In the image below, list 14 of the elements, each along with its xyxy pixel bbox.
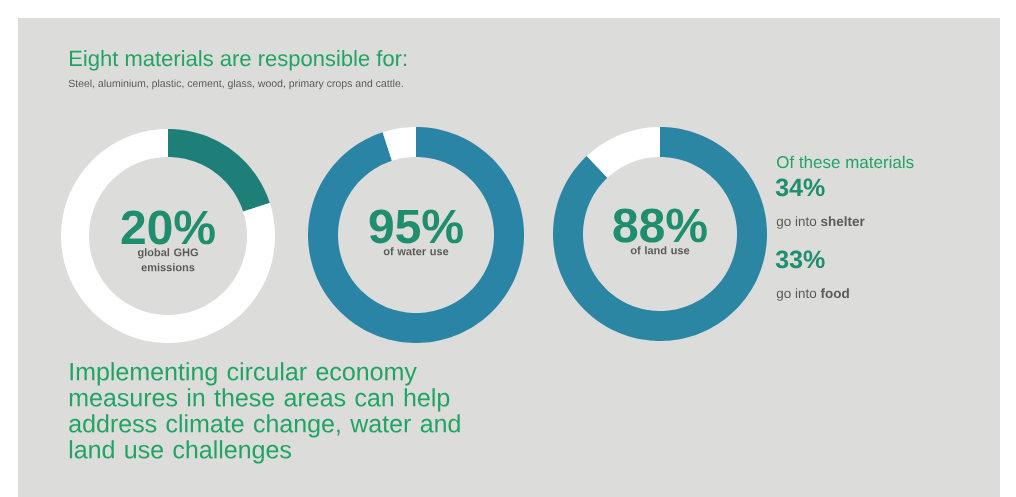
text: Implementing circular economy measures in these areas can help address climate change, water and land use challenges — [69, 362, 460, 464]
text: 95% — [369, 209, 463, 244]
chart-subtitle: Steel, aluminium, plastic, cement, glass, wood, primary crops and cattle. — [68, 79, 403, 90]
text: Of these materials — [777, 155, 914, 169]
text: 88% — [613, 208, 707, 243]
text: go into food — [776, 288, 849, 301]
text: of land use — [630, 246, 690, 255]
text: 20% — [121, 210, 215, 245]
text: 33% — [775, 250, 825, 269]
chart-title: Eight materials are responsible for: — [70, 50, 407, 71]
text: of water use — [383, 247, 449, 256]
text: 34% — [775, 178, 825, 197]
text: global GHG emissions — [137, 248, 198, 272]
text: go into shelter — [776, 216, 865, 229]
